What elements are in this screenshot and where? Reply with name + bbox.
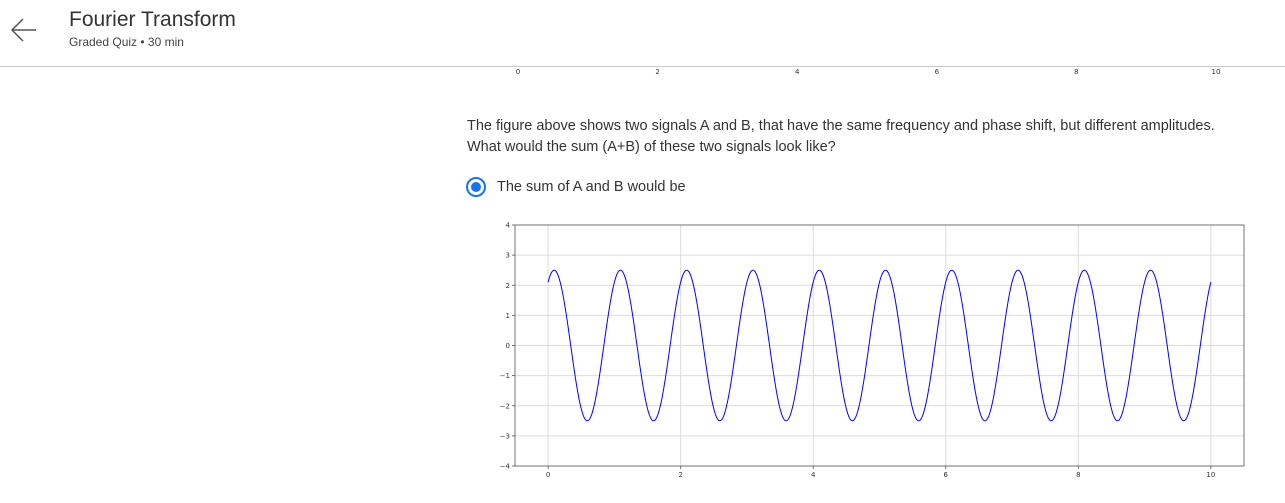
arrow-left-icon[interactable] (8, 14, 40, 46)
x-tick-label: 4 (811, 471, 816, 479)
answer-option[interactable]: The sum of A and B would be (466, 176, 686, 198)
page-title: Fourier Transform (69, 8, 236, 31)
radio-dot (471, 182, 481, 192)
y-tick-label: 4 (506, 222, 511, 230)
x-tick-label: 10 (1206, 471, 1215, 479)
top-axis-tick-label: 0 (515, 68, 521, 76)
top-axis-tick-label: 10 (1211, 68, 1221, 76)
quiz-subtitle: Graded Quiz • 30 min (69, 35, 184, 49)
y-tick-label: 1 (506, 312, 510, 320)
y-tick-label: −3 (500, 432, 510, 440)
y-tick-label: 2 (506, 282, 510, 290)
question-line-2: What would the sum (A+B) of these two si… (467, 139, 836, 155)
top-axis-tick-label: 6 (934, 68, 940, 76)
y-tick-label: 3 (506, 252, 510, 260)
x-tick-label: 6 (944, 471, 949, 479)
question-text: The figure above shows two signals A and… (467, 116, 1257, 158)
radio-button-selected[interactable] (466, 177, 486, 197)
top-axis-tick-label: 2 (655, 68, 660, 76)
y-tick-label: −1 (500, 372, 510, 380)
quiz-header: Fourier Transform Graded Quiz • 30 min (0, 0, 1285, 67)
x-tick-label: 8 (1076, 471, 1080, 479)
y-tick-label: 0 (506, 342, 510, 350)
question-line-1: The figure above shows two signals A and… (467, 118, 1215, 134)
top-axis-tick-label: 8 (1074, 68, 1079, 76)
y-tick-label: −2 (500, 402, 510, 410)
top-axis-tick-label: 4 (794, 68, 800, 76)
previous-plot-x-axis: 0 2 4 6 8 10 (470, 66, 1230, 86)
y-tick-label: −4 (500, 463, 511, 471)
x-tick-label: 0 (546, 471, 550, 479)
answer-option-label: The sum of A and B would be (497, 179, 686, 195)
x-tick-label: 2 (678, 471, 682, 479)
signal-sum-line (547, 269, 1212, 422)
